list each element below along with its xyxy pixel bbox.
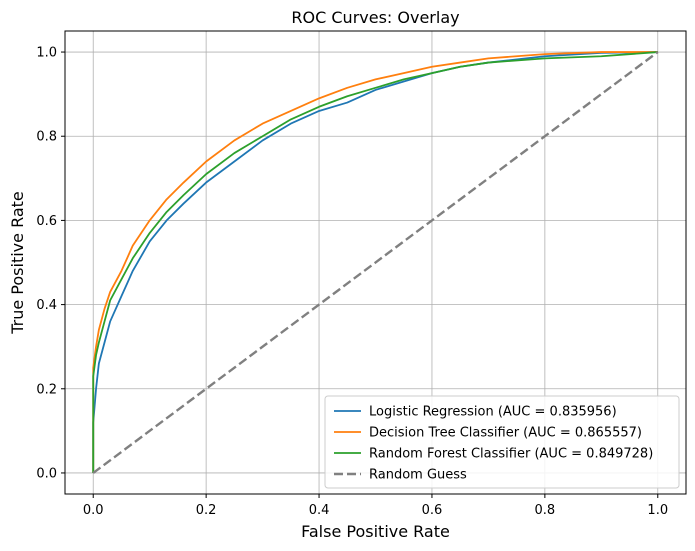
plot-frame xyxy=(64,30,687,495)
x-axis-title: False Positive Rate xyxy=(301,522,450,541)
y-tick-label: 0.0 xyxy=(36,466,57,481)
ticks: 0.0 0.2 0.4 0.6 0.8 1.0 0.0 0.2 0.4 0.6 0.8 1.0 xyxy=(36,46,668,518)
y-tick-label: 0.2 xyxy=(36,382,57,397)
chart-title: ROC Curves: Overlay xyxy=(291,8,459,27)
x-tick-label: 0.4 xyxy=(309,503,330,518)
legend: Logistic Regression (AUC = 0.835956) Deci… xyxy=(324,395,680,489)
y-tick-label: 1.0 xyxy=(36,46,57,61)
x-tick-label: 0.0 xyxy=(83,503,104,518)
series-layer xyxy=(92,51,659,474)
legend-label: Decision Tree Classifier (AUC = 0.865557… xyxy=(369,426,642,441)
series-line-3 xyxy=(92,51,658,473)
y-tick-label: 0.4 xyxy=(36,298,57,313)
series-line-2 xyxy=(92,51,658,473)
x-tick-label: 0.8 xyxy=(535,503,556,518)
legend-label: Logistic Regression (AUC = 0.835956) xyxy=(369,405,617,420)
legend-box xyxy=(324,395,680,489)
legend-label: Random Guess xyxy=(369,468,467,483)
y-tick-label: 0.6 xyxy=(36,214,57,229)
x-tick-label: 0.2 xyxy=(196,503,217,518)
y-axis-title: True Positive Rate xyxy=(8,191,27,335)
x-tick-label: 0.6 xyxy=(422,503,443,518)
series-line-4 xyxy=(92,51,659,474)
y-tick-label: 0.8 xyxy=(36,130,57,145)
legend-label: Random Forest Classifier (AUC = 0.849728… xyxy=(369,447,653,462)
grid-lines xyxy=(65,31,686,494)
x-tick-label: 1.0 xyxy=(647,503,668,518)
